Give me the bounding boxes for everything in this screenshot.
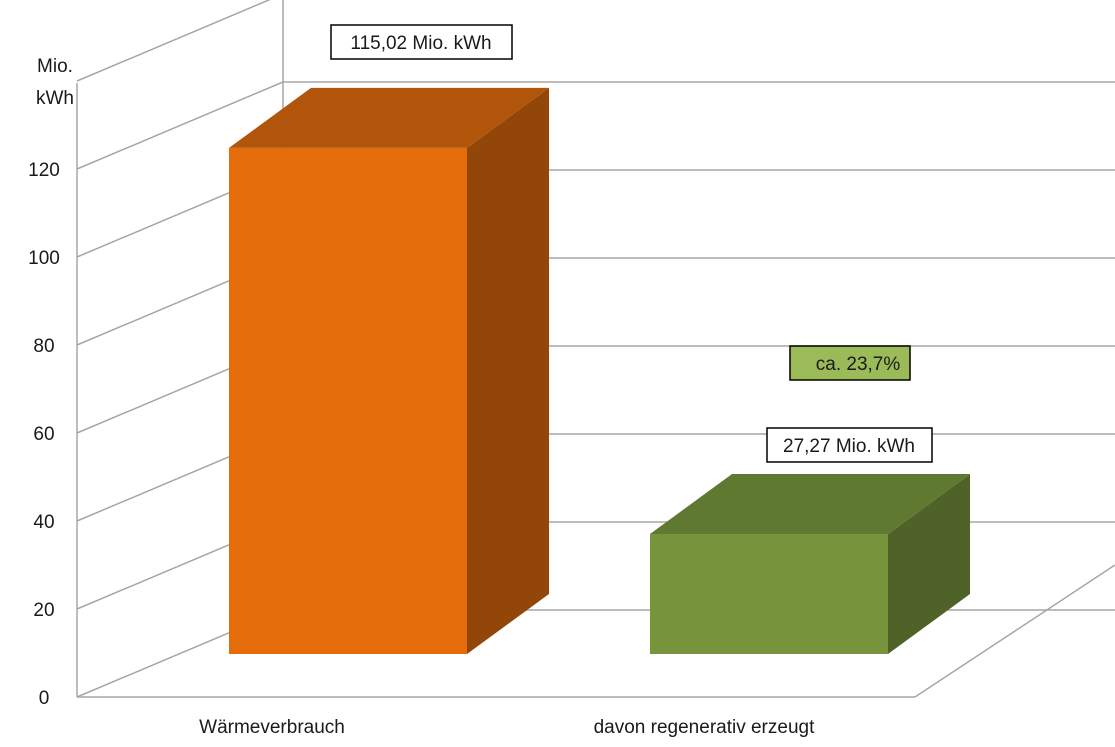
data-label-0-box <box>330 24 513 60</box>
y-tick-label-40: 40 <box>33 512 54 533</box>
bar-0-top <box>229 87 549 148</box>
percentage-annotation-box <box>789 345 911 381</box>
y-tick-label-100: 100 <box>28 248 60 269</box>
y-tick-label-80: 80 <box>33 336 54 357</box>
bar-0-front <box>229 147 467 655</box>
bar-1-side <box>888 474 970 654</box>
y-axis-ticks: 0 20 40 60 80 100 120 <box>28 160 60 709</box>
data-label-1-text: 27,27 Mio. kWh <box>783 436 915 457</box>
bar-layer <box>229 87 970 655</box>
bar-0-side <box>467 87 549 655</box>
y-tick-label-20: 20 <box>33 600 54 621</box>
gridline-side-140 <box>76 0 271 82</box>
bar-1 <box>650 474 970 654</box>
data-label-0-text: 115,02 Mio. kWh <box>350 33 491 54</box>
y-tick-label-0: 0 <box>39 688 50 709</box>
y-tick-label-120: 120 <box>28 160 60 181</box>
percentage-annotation: ca. 23,7% <box>789 345 911 381</box>
bar-0 <box>229 87 549 655</box>
category-label-0: Wärmeverbrauch <box>199 717 345 738</box>
floor-right-edge <box>914 564 1115 698</box>
y-unit-label-line2: kWh <box>36 88 74 109</box>
gridline-side-120 <box>76 81 284 170</box>
percentage-annotation-text: ca. 23,7% <box>816 354 901 375</box>
y-tick-label-60: 60 <box>33 424 54 445</box>
bar-1-front <box>650 534 888 654</box>
data-label-0: 115,02 Mio. kWh <box>330 24 513 60</box>
data-label-1: 27,27 Mio. kWh <box>766 427 933 463</box>
bar-1-top <box>650 474 970 535</box>
y-unit-label-line1: Mio. <box>37 56 73 77</box>
category-label-1: davon regenerativ erzeugt <box>594 717 815 738</box>
data-label-1-box <box>766 427 933 463</box>
